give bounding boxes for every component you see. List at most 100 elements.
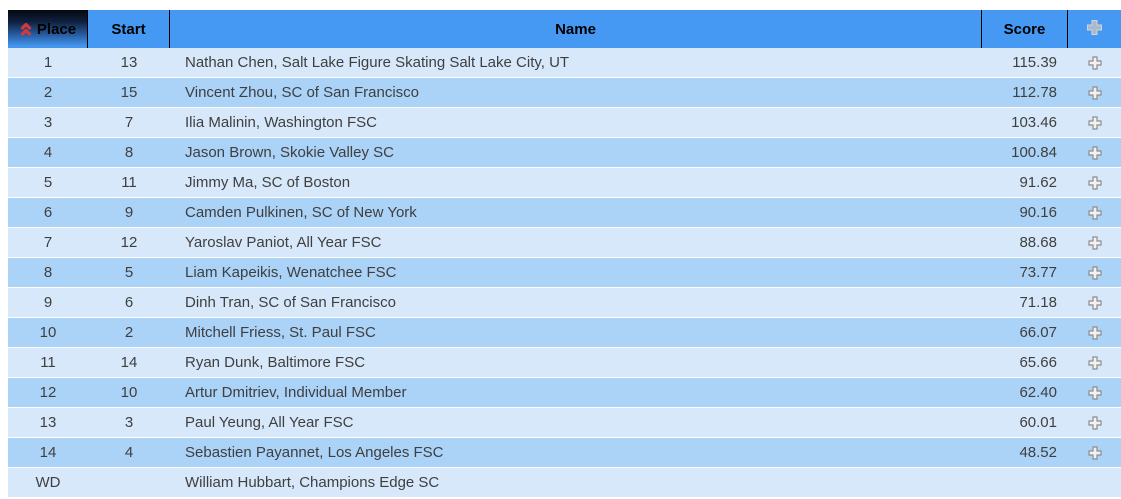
table-row: WD William Hubbart, Champions Edge SC — [8, 468, 1121, 498]
expand-cell — [1068, 288, 1121, 317]
table-row: 8 5 Liam Kapeikis, Wenatchee FSC 73.77 — [8, 258, 1121, 288]
expand-cell — [1068, 438, 1121, 467]
score-cell: 60.01 — [1019, 414, 1057, 431]
expand-plus-icon[interactable] — [1087, 55, 1102, 70]
score-cell: 71.18 — [1019, 294, 1057, 311]
expand-cell — [1068, 48, 1121, 77]
name-cell: Mitchell Friess, St. Paul FSC — [185, 324, 376, 341]
place-cell: 8 — [43, 264, 53, 281]
table-row: 14 4 Sebastien Payannet, Los Angeles FSC… — [8, 438, 1121, 468]
score-cell: 66.07 — [1019, 324, 1057, 341]
expand-cell — [1068, 78, 1121, 107]
place-cell: 10 — [39, 324, 57, 341]
name-cell: William Hubbart, Champions Edge SC — [185, 474, 440, 491]
name-cell: Nathan Chen, Salt Lake Figure Skating Sa… — [185, 54, 570, 71]
expand-plus-icon[interactable] — [1087, 325, 1102, 340]
expand-cell — [1068, 378, 1121, 407]
expand-plus-icon[interactable] — [1087, 355, 1102, 370]
expand-plus-icon[interactable] — [1087, 235, 1102, 250]
start-cell: 8 — [124, 144, 134, 161]
start-cell — [88, 468, 170, 497]
table-row: 11 14 Ryan Dunk, Baltimore FSC 65.66 — [8, 348, 1121, 378]
expand-plus-icon[interactable] — [1087, 85, 1102, 100]
place-cell: 3 — [43, 114, 53, 131]
name-cell: Vincent Zhou, SC of San Francisco — [185, 84, 420, 101]
expand-plus-icon[interactable] — [1087, 445, 1102, 460]
score-cell: 62.40 — [1019, 384, 1057, 401]
expand-cell — [1068, 468, 1121, 497]
place-cell: 13 — [39, 414, 57, 431]
table-body: 1 13 Nathan Chen, Salt Lake Figure Skati… — [8, 48, 1121, 498]
name-cell: Jimmy Ma, SC of Boston — [185, 174, 351, 191]
score-cell: 73.77 — [1019, 264, 1057, 281]
expand-plus-icon[interactable] — [1087, 115, 1102, 130]
table-row: 5 11 Jimmy Ma, SC of Boston 91.62 — [8, 168, 1121, 198]
expand-plus-icon[interactable] — [1087, 265, 1102, 280]
expand-plus-icon[interactable] — [1087, 205, 1102, 220]
place-cell: 14 — [39, 444, 57, 461]
place-cell: 4 — [43, 144, 53, 161]
name-cell: Camden Pulkinen, SC of New York — [185, 204, 417, 221]
place-cell: WD — [35, 474, 61, 491]
header-label-place: Place — [36, 20, 77, 38]
expand-cell — [1068, 408, 1121, 437]
expand-cell — [1068, 198, 1121, 227]
place-cell: 5 — [43, 174, 53, 191]
score-cell: 100.84 — [1011, 144, 1057, 161]
table-row: 10 2 Mitchell Friess, St. Paul FSC 66.07 — [8, 318, 1121, 348]
expand-cell — [1068, 138, 1121, 167]
start-cell: 12 — [120, 234, 138, 251]
results-table: Place Start Name Score 1 13 Nathan Chen,… — [8, 10, 1121, 498]
place-cell: 9 — [43, 294, 53, 311]
table-row: 7 12 Yaroslav Paniot, All Year FSC 88.68 — [8, 228, 1121, 258]
expand-plus-icon[interactable] — [1087, 415, 1102, 430]
name-cell: Ilia Malinin, Washington FSC — [185, 114, 378, 131]
start-cell: 5 — [124, 264, 134, 281]
start-cell: 11 — [121, 174, 137, 191]
expand-cell — [1068, 318, 1121, 347]
sort-ascending-icon — [19, 22, 33, 36]
name-cell: Jason Brown, Skokie Valley SC — [185, 144, 394, 161]
place-cell: 6 — [43, 204, 53, 221]
place-cell: 12 — [39, 384, 57, 401]
table-header-row: Place Start Name Score — [8, 10, 1121, 48]
expand-plus-icon[interactable] — [1087, 385, 1102, 400]
header-cell-expand[interactable] — [1068, 10, 1121, 48]
score-cell: 88.68 — [1019, 234, 1057, 251]
start-cell: 13 — [120, 54, 138, 71]
table-row: 12 10 Artur Dmitriev, Individual Member … — [8, 378, 1121, 408]
name-cell: Dinh Tran, SC of San Francisco — [185, 294, 396, 311]
score-cell: 115.39 — [1012, 54, 1057, 71]
place-cell: 1 — [43, 54, 53, 71]
score-cell — [982, 468, 1068, 497]
name-cell: Artur Dmitriev, Individual Member — [185, 384, 407, 401]
header-cell-start[interactable]: Start — [88, 10, 170, 48]
header-plus-icon — [1086, 19, 1103, 40]
table-row: 2 15 Vincent Zhou, SC of San Francisco 1… — [8, 78, 1121, 108]
expand-cell — [1068, 258, 1121, 287]
expand-plus-icon[interactable] — [1087, 295, 1102, 310]
start-cell: 9 — [124, 204, 134, 221]
start-cell: 3 — [124, 414, 134, 431]
header-cell-score[interactable]: Score — [982, 10, 1068, 48]
expand-cell — [1068, 168, 1121, 197]
expand-cell — [1068, 228, 1121, 257]
table-row: 6 9 Camden Pulkinen, SC of New York 90.1… — [8, 198, 1121, 228]
start-cell: 2 — [124, 324, 134, 341]
place-cell: 11 — [40, 354, 56, 371]
header-cell-place[interactable]: Place — [8, 10, 88, 48]
header-label-score: Score — [1003, 20, 1046, 38]
name-cell: Ryan Dunk, Baltimore FSC — [185, 354, 366, 371]
table-row: 4 8 Jason Brown, Skokie Valley SC 100.84 — [8, 138, 1121, 168]
place-cell: 2 — [43, 84, 53, 101]
expand-plus-icon[interactable] — [1087, 145, 1102, 160]
table-row: 3 7 Ilia Malinin, Washington FSC 103.46 — [8, 108, 1121, 138]
header-label-start: Start — [111, 20, 146, 38]
score-cell: 65.66 — [1019, 354, 1057, 371]
expand-plus-icon[interactable] — [1087, 175, 1102, 190]
name-cell: Paul Yeung, All Year FSC — [185, 414, 354, 431]
table-row: 1 13 Nathan Chen, Salt Lake Figure Skati… — [8, 48, 1121, 78]
table-row: 9 6 Dinh Tran, SC of San Francisco 71.18 — [8, 288, 1121, 318]
header-cell-name[interactable]: Name — [170, 10, 982, 48]
name-cell: Yaroslav Paniot, All Year FSC — [185, 234, 382, 251]
